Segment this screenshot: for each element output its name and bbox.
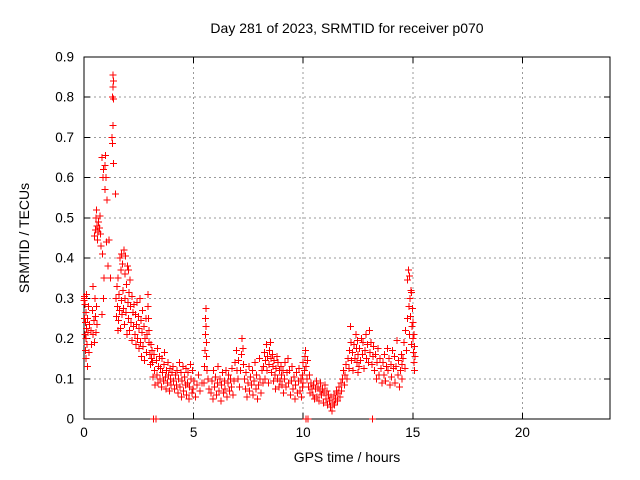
y-axis-label: SRMTID / TECUs (16, 183, 32, 293)
y-tick-label: 0.4 (55, 251, 74, 266)
y-tick-label: 0.5 (55, 210, 74, 225)
gridlines (84, 57, 610, 419)
y-tick-label: 0.3 (55, 291, 74, 306)
y-tick-label: 0.8 (55, 90, 74, 105)
y-tick-label: 0 (66, 412, 74, 427)
y-tick-label: 0.2 (55, 331, 74, 346)
x-tick-label: 5 (190, 425, 198, 440)
y-tick-label: 0.1 (55, 371, 74, 386)
plot-border (83, 56, 611, 420)
chart-title: Day 281 of 2023, SRMTID for receiver p07… (210, 20, 483, 36)
data-points (80, 71, 419, 423)
x-tick-label: 10 (296, 425, 311, 440)
y-tick-label: 0.9 (55, 50, 74, 65)
series-srmtid-markers (80, 71, 419, 423)
x-tick-label: 0 (80, 425, 88, 440)
axis-tick-labels: 0 5 10 15 20 0 0.1 0.2 0.3 0.4 0.5 0.6 0.7 0.8 0.9 (55, 50, 530, 441)
x-tick-label: 15 (405, 425, 420, 440)
x-axis-label: GPS time / hours (294, 449, 401, 465)
y-tick-label: 0.7 (55, 130, 74, 145)
y-tick-label: 0.6 (55, 170, 74, 185)
x-tick-label: 20 (515, 425, 530, 440)
